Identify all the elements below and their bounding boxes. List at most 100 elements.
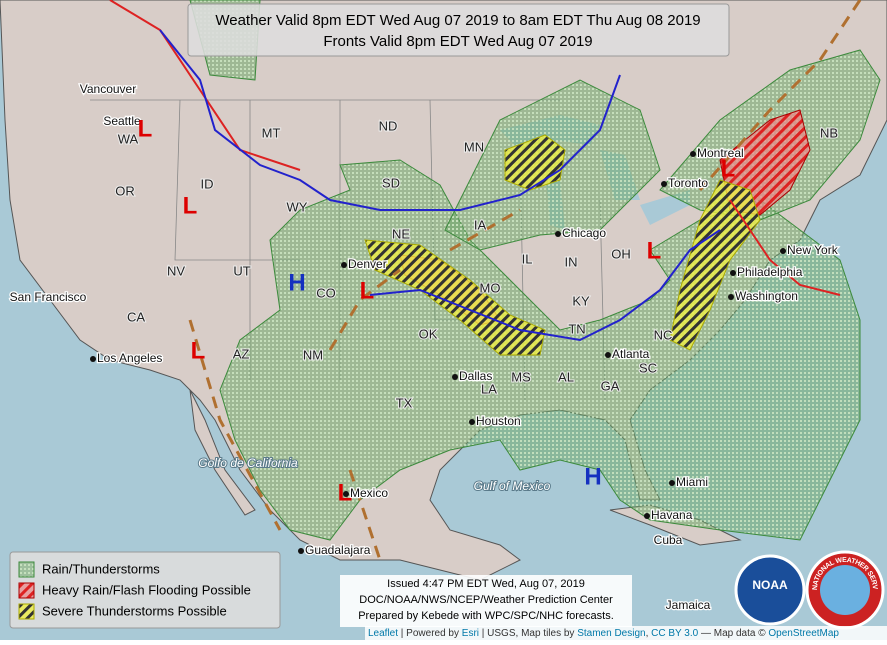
state-label: UT bbox=[233, 263, 250, 278]
city-dot bbox=[452, 374, 458, 380]
place-label: Atlanta bbox=[612, 347, 650, 361]
city-dot bbox=[298, 548, 304, 554]
state-label: CA bbox=[127, 309, 145, 324]
city-dot bbox=[644, 513, 650, 519]
place-label: Toronto bbox=[668, 176, 708, 190]
pressure-center: L bbox=[183, 192, 198, 219]
place-label: Los Angeles bbox=[97, 351, 162, 365]
city-dot bbox=[341, 262, 347, 268]
state-label: MS bbox=[511, 369, 531, 384]
issued-line: Issued 4:47 PM EDT Wed, Aug 07, 2019 bbox=[387, 578, 585, 590]
pressure-center: H bbox=[584, 463, 601, 490]
city-dot bbox=[343, 491, 349, 497]
state-label: CO bbox=[316, 285, 336, 300]
state-label: NC bbox=[654, 327, 673, 342]
place-label: Vancouver bbox=[80, 82, 136, 96]
place-label: Cuba bbox=[654, 533, 683, 547]
severe-areas bbox=[364, 134, 761, 356]
city-dot bbox=[730, 270, 736, 276]
place-label: Golfo de California bbox=[198, 456, 298, 470]
place-label: Dallas bbox=[459, 369, 492, 383]
legend-label: Rain/Thunderstorms bbox=[42, 561, 160, 576]
noaa-logo-text: NOAA bbox=[752, 578, 788, 592]
city-dot bbox=[90, 356, 96, 362]
state-label: TN bbox=[568, 321, 585, 336]
issued-line: DOC/NOAA/NWS/NCEP/Weather Prediction Cen… bbox=[359, 594, 613, 606]
state-label: SC bbox=[639, 360, 657, 375]
legend-label: Heavy Rain/Flash Flooding Possible bbox=[42, 582, 251, 597]
attribution-part: | Powered by bbox=[398, 628, 462, 639]
state-label: MT bbox=[262, 125, 281, 140]
state-label: GA bbox=[601, 378, 620, 393]
attribution: Leaflet | Powered by Esri | USGS, Map ti… bbox=[368, 628, 839, 639]
place-label: Denver bbox=[348, 257, 387, 271]
place-label: Gulf of Mexico bbox=[474, 479, 551, 493]
pressure-center: L bbox=[721, 155, 736, 182]
title-box bbox=[187, 3, 730, 57]
city-dot bbox=[469, 419, 475, 425]
city-dot bbox=[690, 151, 696, 157]
issued-box bbox=[340, 575, 632, 627]
place-label: New York bbox=[787, 243, 839, 257]
pressure-center: L bbox=[360, 277, 375, 304]
state-label: NV bbox=[167, 263, 185, 278]
pressure-center: L bbox=[138, 115, 153, 142]
place-label: Mexico bbox=[350, 486, 388, 500]
state-label: SD bbox=[382, 175, 400, 190]
city-dot bbox=[728, 294, 734, 300]
attribution-part: OpenStreetMap bbox=[768, 628, 839, 639]
fronts bbox=[109, 0, 862, 561]
place-label: Washington bbox=[735, 289, 798, 303]
state-label: OK bbox=[419, 326, 438, 341]
pressure-center: L bbox=[647, 237, 662, 264]
noaa-logo bbox=[734, 554, 806, 626]
attribution-box bbox=[365, 626, 887, 640]
state-label: AZ bbox=[233, 346, 250, 361]
title: Weather Valid 8pm EDT Wed Aug 07 2019 to… bbox=[215, 12, 700, 29]
state-label: ND bbox=[379, 118, 398, 133]
state-label: ID bbox=[201, 176, 214, 191]
place-label: Houston bbox=[476, 414, 521, 428]
place-label: San Francisco bbox=[10, 290, 87, 304]
state-label: MO bbox=[480, 280, 501, 295]
pressure-center: L bbox=[191, 337, 206, 364]
state-label: MN bbox=[464, 139, 484, 154]
legend-label: Severe Thunderstorms Possible bbox=[42, 603, 227, 618]
subtitle: Fronts Valid 8pm EDT Wed Aug 07 2019 bbox=[323, 33, 592, 50]
attribution-part: Esri bbox=[462, 628, 479, 639]
state-label: TX bbox=[396, 395, 413, 410]
place-label: Jamaica bbox=[666, 598, 711, 612]
place-label: Seattle bbox=[103, 114, 141, 128]
state-label: IL bbox=[522, 251, 533, 266]
state-label: WY bbox=[287, 199, 308, 214]
city-dot bbox=[780, 248, 786, 254]
state-label: OH bbox=[611, 246, 631, 261]
state-label: WA bbox=[118, 131, 139, 146]
state-label: KY bbox=[572, 293, 590, 308]
attribution-part: CC BY 3.0 bbox=[651, 628, 698, 639]
state-label: IA bbox=[474, 217, 487, 232]
legend-swatch bbox=[18, 582, 35, 599]
place-label: Guadalajara bbox=[305, 543, 371, 557]
place-label: Miami bbox=[676, 475, 708, 489]
city-dot bbox=[669, 480, 675, 486]
state-label: NM bbox=[303, 347, 323, 362]
state-label: LA bbox=[481, 381, 497, 396]
state-label: NE bbox=[392, 226, 410, 241]
city-dot bbox=[661, 181, 667, 187]
place-label: Montreal bbox=[697, 146, 744, 160]
attribution-part: Stamen Design bbox=[577, 628, 645, 639]
issued-line: Prepared by Kebede with WPC/SPC/NHC fore… bbox=[358, 610, 614, 622]
state-label: AL bbox=[558, 369, 574, 384]
attribution-part: , bbox=[646, 628, 652, 639]
state-label: IN bbox=[565, 254, 578, 269]
place-label: Chicago bbox=[562, 226, 606, 240]
baja bbox=[189, 389, 256, 516]
attribution-part: | USGS, Map tiles by bbox=[479, 628, 577, 639]
place-label: Philadelphia bbox=[737, 265, 803, 279]
state-label: NB bbox=[820, 125, 838, 140]
pressure-center: L bbox=[338, 479, 353, 506]
city-dot bbox=[605, 352, 611, 358]
place-label: Havana bbox=[651, 508, 693, 522]
